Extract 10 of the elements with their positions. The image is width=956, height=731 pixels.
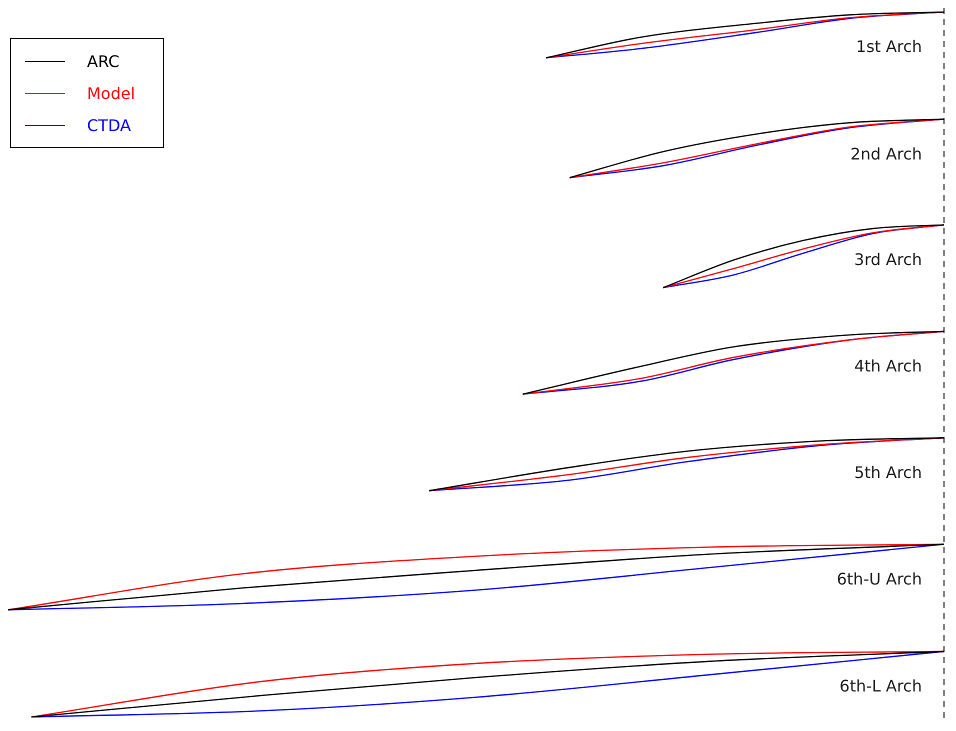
- annotation: 1st Arch: [856, 37, 922, 56]
- legend-label: CTDA: [87, 116, 131, 134]
- annotation: 6th-L Arch: [840, 676, 922, 696]
- legend-label: Model: [87, 84, 136, 102]
- annotation: 2nd Arch: [850, 144, 922, 164]
- annotation: 3rd Arch: [854, 250, 922, 270]
- annotation: 5th Arch: [854, 462, 922, 482]
- annotation: 6th-U Arch: [836, 569, 922, 588]
- annotation: 4th Arch: [854, 356, 922, 376]
- legend-label: ARC: [87, 52, 120, 70]
